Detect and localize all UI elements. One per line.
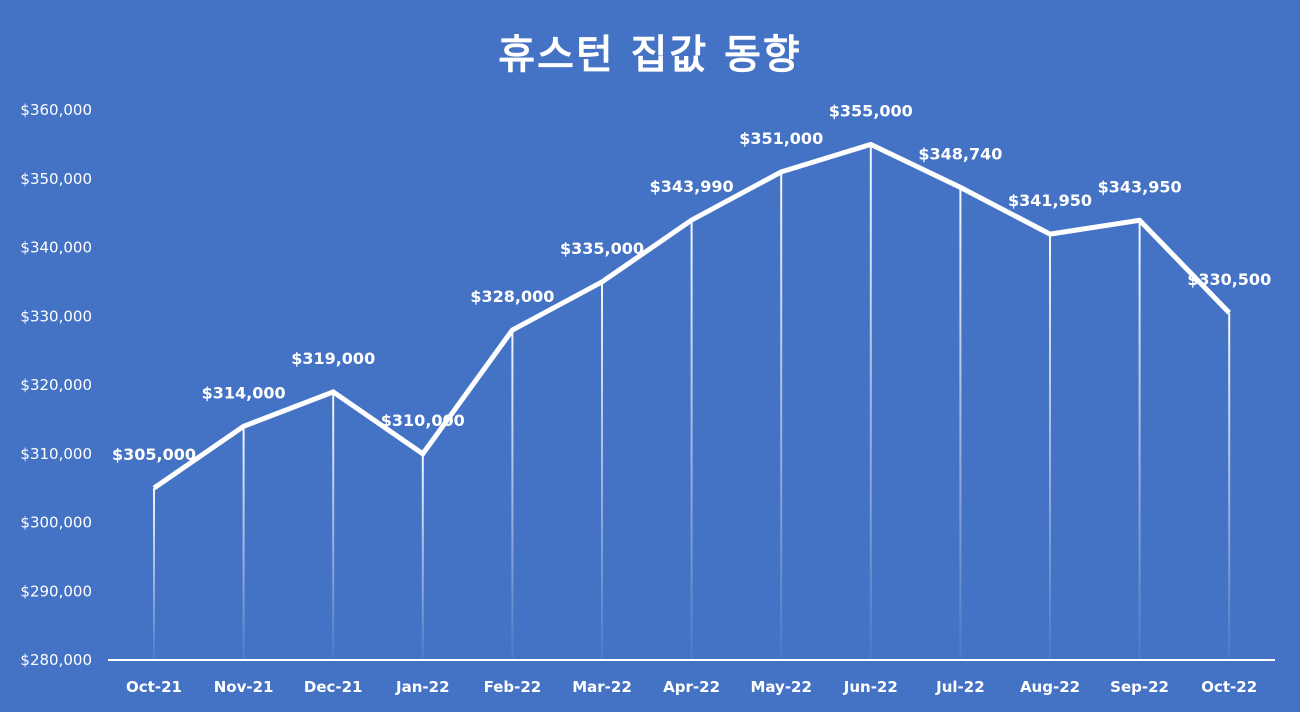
x-tick-label: Oct-22 [1201, 678, 1257, 696]
x-axis: Oct-21 Nov-21 Dec-21 Jan-22 Feb-22 Mar-22 Apr-… [126, 678, 1257, 696]
drop-line [869, 144, 872, 660]
data-label: $305,000 [112, 445, 196, 464]
data-label: $328,000 [470, 287, 554, 306]
y-axis: $280,000 $290,000 $300,000 $310,000 $320,000… [20, 101, 92, 669]
drop-line [1228, 312, 1231, 660]
drop-lines [153, 144, 1231, 660]
x-tick-label: Nov-21 [214, 678, 274, 696]
data-label: $330,500 [1187, 270, 1271, 289]
drop-line [601, 281, 603, 660]
x-tick-label: Apr-22 [663, 678, 720, 696]
data-label: $343,990 [650, 177, 734, 196]
drop-line [242, 426, 245, 660]
x-tick-label: Oct-21 [126, 678, 182, 696]
data-label: $310,000 [381, 411, 465, 430]
drop-line [959, 187, 962, 660]
x-tick-label: Feb-22 [484, 678, 542, 696]
chart-title: 휴스턴 집값 동향 [498, 32, 802, 78]
x-tick-label: Dec-21 [304, 678, 363, 696]
drop-line [153, 488, 155, 660]
data-label: $355,000 [829, 101, 913, 120]
y-tick-label: $350,000 [20, 170, 92, 188]
series-line [152, 141, 1231, 491]
drop-line [421, 453, 424, 660]
y-tick-label: $320,000 [20, 376, 92, 394]
drop-line [511, 330, 514, 660]
data-label: $351,000 [739, 129, 823, 148]
y-tick-label: $300,000 [20, 514, 92, 532]
drop-line [1138, 220, 1141, 660]
x-tick-label: Jun-22 [843, 678, 898, 696]
x-tick-label: Jul-22 [935, 678, 985, 696]
drop-line [780, 171, 783, 660]
data-labels: $305,000 $314,000 $319,000 $310,000 $328,000… [112, 101, 1271, 464]
data-label: $319,000 [291, 349, 375, 368]
x-tick-label: May-22 [750, 678, 811, 696]
y-tick-label: $330,000 [20, 307, 92, 325]
y-tick-label: $310,000 [20, 445, 92, 463]
x-tick-label: Aug-22 [1020, 678, 1080, 696]
x-tick-label: Mar-22 [572, 678, 632, 696]
x-tick-label: Sep-22 [1110, 678, 1169, 696]
x-tick-label: Jan-22 [395, 678, 449, 696]
data-label: $343,950 [1098, 177, 1182, 196]
data-label: $335,000 [560, 239, 644, 258]
y-tick-label: $280,000 [20, 651, 92, 669]
data-label: $314,000 [202, 383, 286, 402]
drop-line [1049, 234, 1051, 660]
drop-line [690, 220, 693, 660]
data-label: $348,740 [918, 144, 1002, 163]
y-tick-label: $360,000 [20, 101, 92, 119]
y-tick-label: $290,000 [20, 582, 92, 600]
y-tick-label: $340,000 [20, 239, 92, 257]
data-label: $341,950 [1008, 191, 1092, 210]
drop-line [332, 391, 335, 660]
